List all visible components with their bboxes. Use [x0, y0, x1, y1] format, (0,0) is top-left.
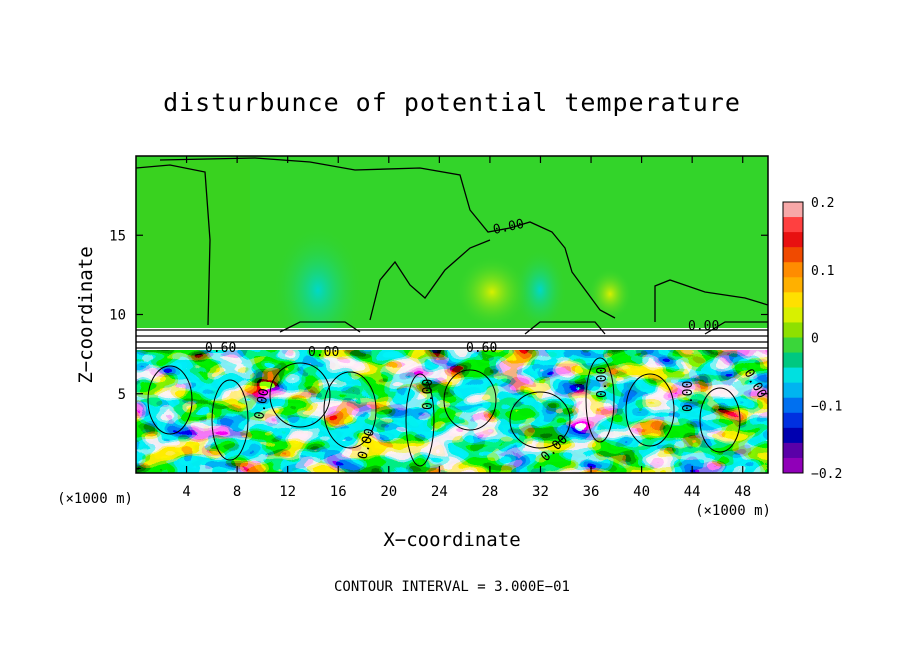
- colorbar-swatch: [783, 397, 803, 414]
- contour-lines: [136, 157, 768, 349]
- colorbar-swatch: [783, 292, 803, 308]
- chart-title: disturbunce of potential temperature: [163, 88, 741, 117]
- colorbar-swatch: [783, 232, 803, 248]
- colorbar-swatch: [783, 367, 803, 384]
- colorbar-label: −0.1: [811, 399, 842, 414]
- x-unit-right: (×1000 m): [695, 503, 771, 519]
- colorbar-label: −0.2: [811, 467, 842, 482]
- plot-area: 0.00 0.00 0.60 0.00 0.60 0.00 0.00 0.00 …: [136, 156, 768, 473]
- x-tick-label: 24: [431, 484, 448, 500]
- colorbar-swatch: [783, 247, 803, 263]
- y-ticks: 5 10 15: [109, 228, 768, 403]
- x-ticks: 4 8 12 16 20 24 28 32 36 40 44 48: [182, 156, 751, 500]
- colorbar-label: 0.1: [811, 264, 834, 279]
- yellow-anomaly: [456, 256, 528, 328]
- contour-label: 0.00: [492, 217, 526, 238]
- x-tick-label: 28: [481, 484, 498, 500]
- y-tick-label: 10: [109, 308, 126, 324]
- cloud-band: [136, 328, 768, 350]
- y-tick-label: 5: [118, 387, 126, 403]
- x-tick-label: 44: [684, 484, 701, 500]
- x-tick-label: 48: [734, 484, 751, 500]
- turbulent-layer: [136, 350, 768, 473]
- contour-label: 0.00: [681, 381, 696, 412]
- colorbar: 0.2 0.1 0 −0.1 −0.2: [782, 196, 842, 482]
- x-tick-label: 8: [233, 484, 241, 500]
- colorbar-swatch: [783, 262, 803, 278]
- x-tick-label: 20: [380, 484, 397, 500]
- y-tick-label: 15: [109, 228, 126, 244]
- contour-label: 0.00: [595, 367, 610, 398]
- colorbar-swatch: [783, 277, 803, 293]
- contour-label: 0.60: [466, 341, 497, 356]
- x-tick-label: 4: [182, 484, 190, 500]
- colorbar-label: 0.2: [811, 196, 834, 211]
- cyan-anomaly: [514, 250, 566, 330]
- colorbar-swatch: [783, 217, 803, 233]
- colorbar-swatch: [783, 457, 803, 474]
- colorbar-swatch: [783, 322, 803, 338]
- upper-green-region: [140, 160, 250, 320]
- colorbar-swatch: [783, 337, 803, 354]
- contour-interval-note: CONTOUR INTERVAL = 3.000E−01: [334, 579, 570, 595]
- colorbar-swatch: [783, 412, 803, 429]
- colorbar-swatch: [783, 352, 803, 369]
- yellow-anomaly: [588, 268, 632, 320]
- x-unit-left: (×1000 m): [57, 491, 133, 507]
- colorbar-swatch: [783, 442, 803, 459]
- x-tick-label: 32: [532, 484, 549, 500]
- turbulent-contours: [147, 357, 741, 467]
- x-tick-label: 16: [330, 484, 347, 500]
- contour-label: 0.00: [421, 379, 436, 410]
- x-tick-label: 40: [633, 484, 650, 500]
- colorbar-swatch: [783, 202, 803, 218]
- colorbar-swatch: [783, 307, 803, 323]
- colorbar-label: 0: [811, 332, 819, 347]
- x-axis-label: X−coordinate: [383, 529, 520, 551]
- colorbar-swatch: [783, 427, 803, 444]
- x-tick-label: 12: [279, 484, 296, 500]
- contour-label: 0.00: [308, 345, 339, 360]
- contour-label: 0.00: [688, 319, 719, 334]
- contour-label: 0.60: [205, 341, 236, 356]
- colorbar-swatch: [783, 382, 803, 399]
- x-tick-label: 36: [583, 484, 600, 500]
- y-axis-label: Z−coordinate: [75, 246, 97, 383]
- contour-label: 0.00: [252, 387, 272, 420]
- cyan-anomaly: [274, 228, 362, 352]
- colorbar-frame: [782, 201, 804, 474]
